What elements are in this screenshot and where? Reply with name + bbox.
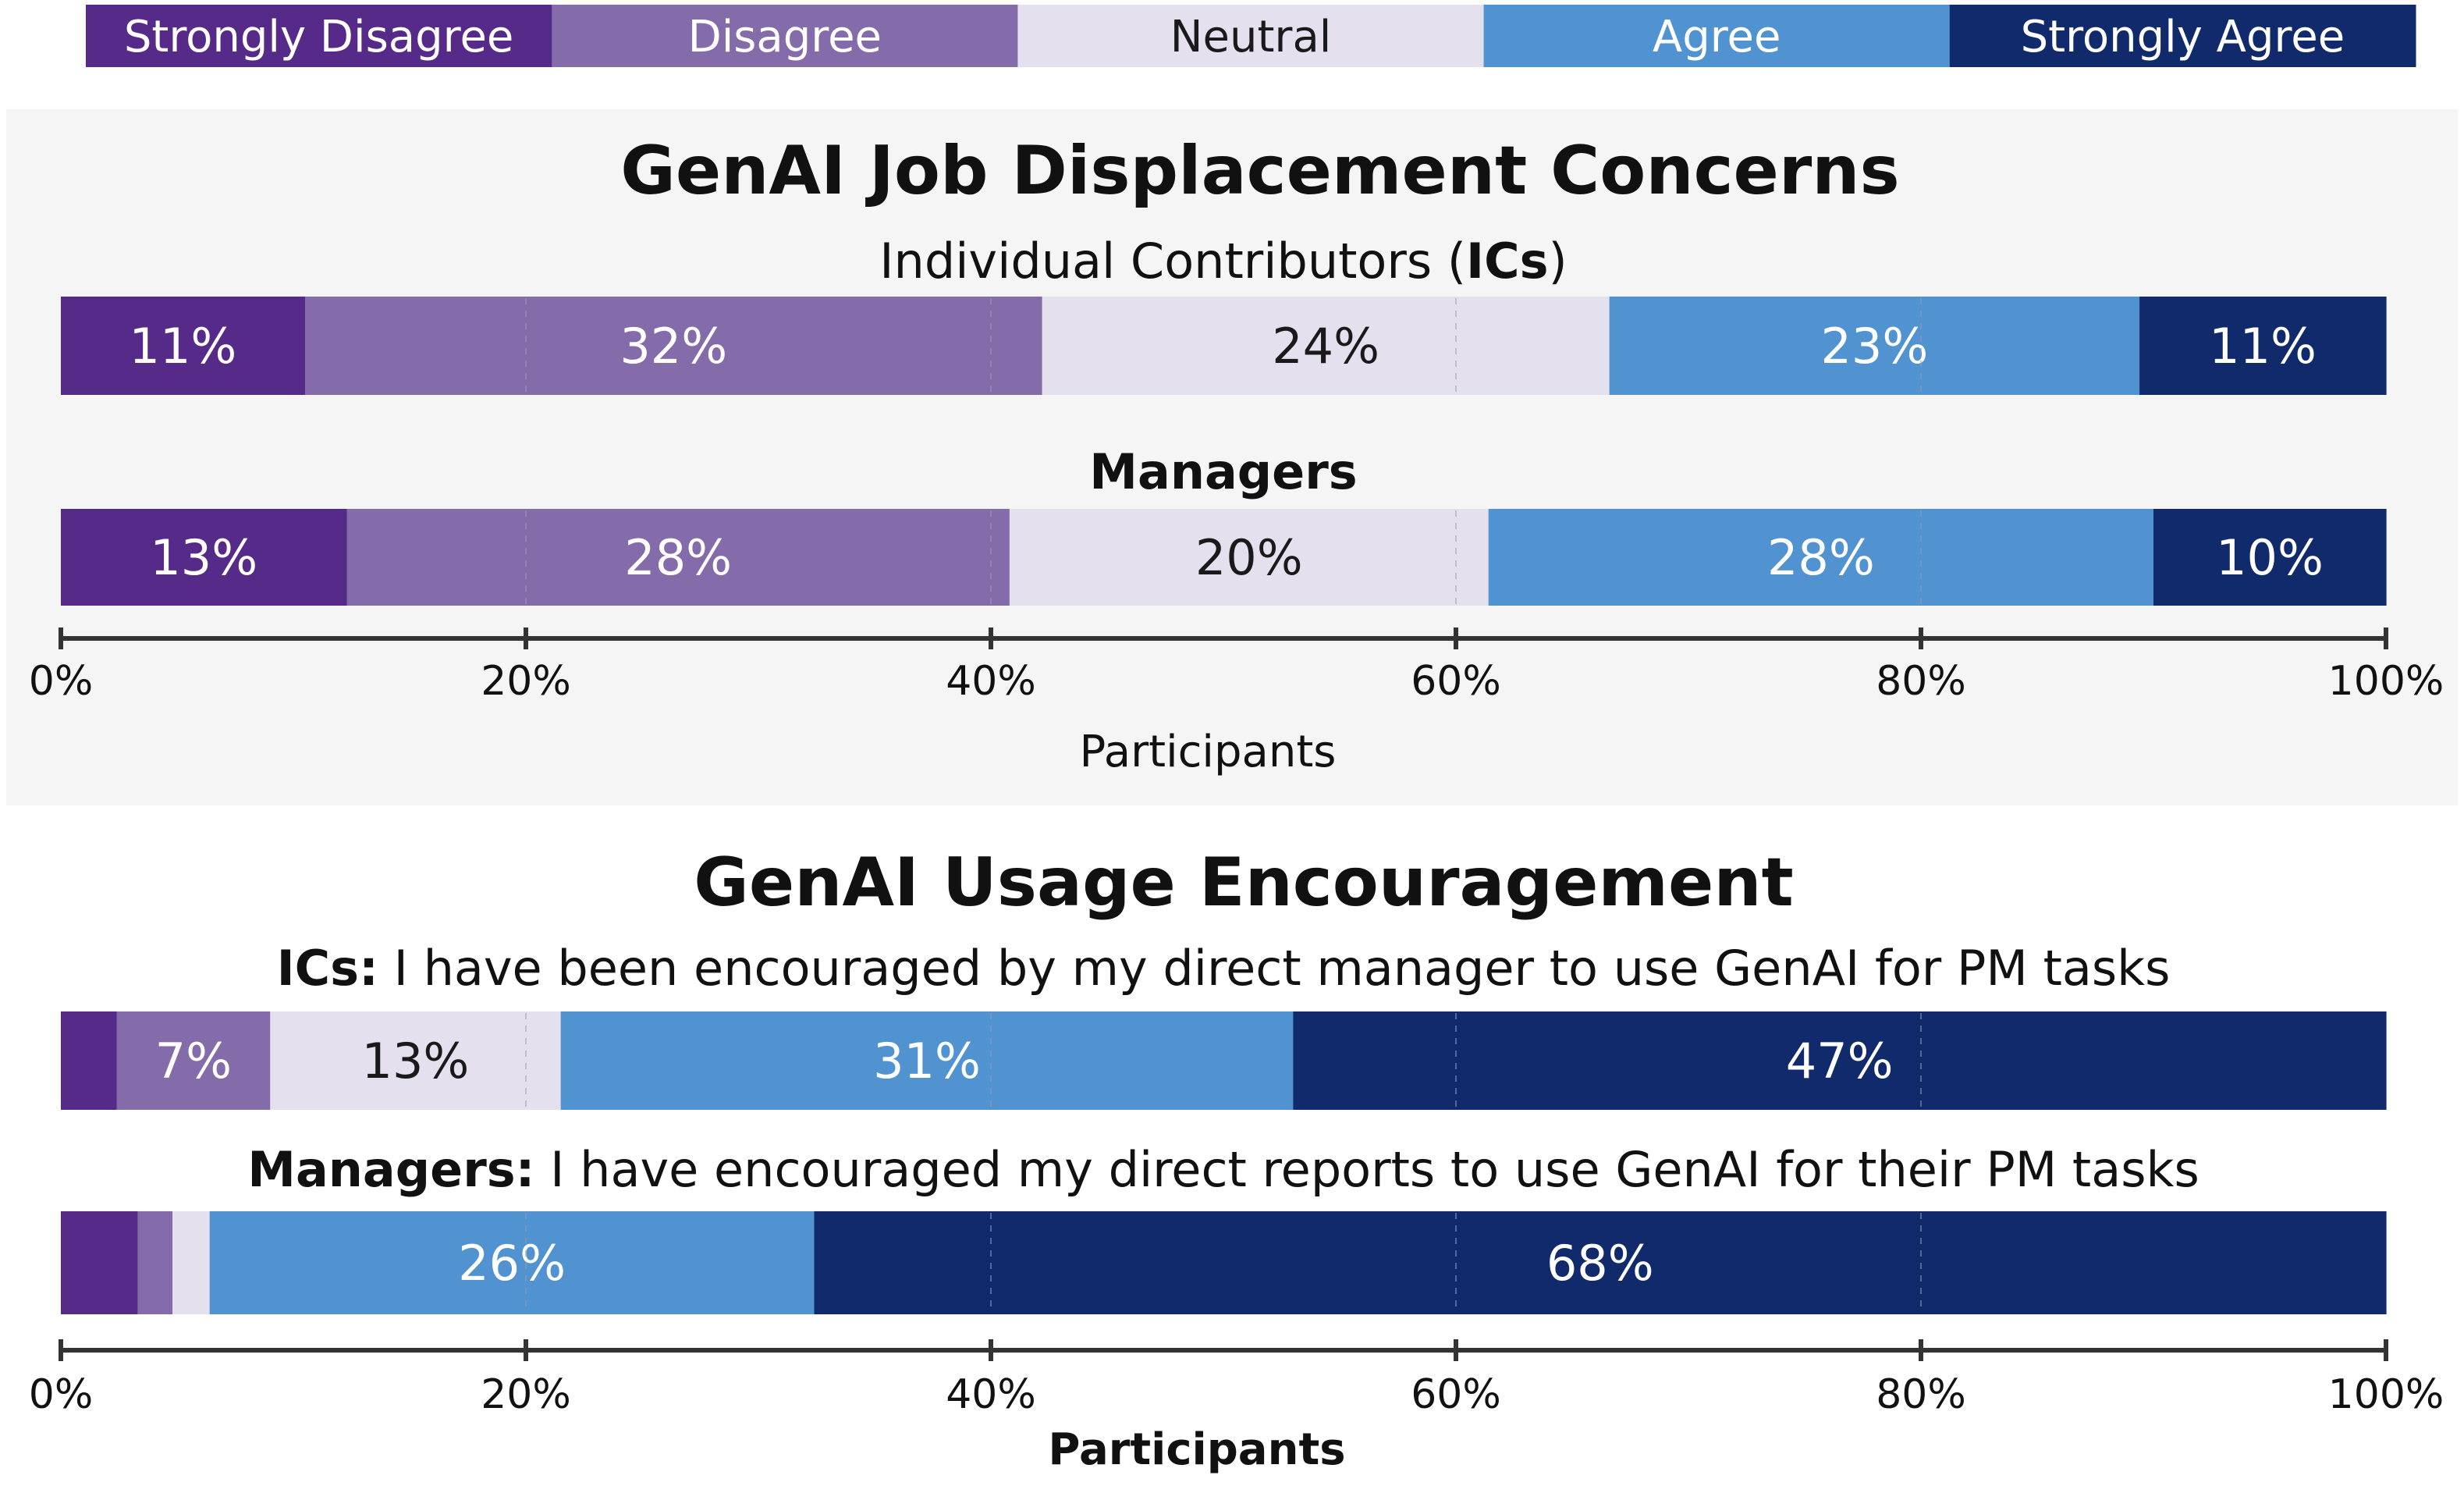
bar-segment	[346, 509, 1010, 606]
data-label: 26%	[458, 1235, 566, 1292]
data-label: 11%	[130, 318, 237, 375]
row-label: Managers	[1089, 443, 1357, 500]
x-axis-label: Participants	[1048, 1424, 1345, 1475]
bar-segment	[2153, 509, 2387, 606]
row-label: ICs: I have been encouraged by my direct…	[277, 940, 2171, 997]
legend-swatch	[1017, 5, 1485, 67]
legend-label: Neutral	[1170, 12, 1332, 62]
row-label-bold: Managers	[1089, 443, 1357, 500]
legend-swatch	[86, 5, 552, 67]
data-label: 24%	[1272, 318, 1379, 375]
data-label: 7%	[155, 1033, 232, 1090]
bar-segment	[172, 1211, 211, 1314]
tick-label: 80%	[1876, 1371, 1966, 1418]
tick-label: 80%	[1876, 658, 1966, 705]
legend-swatch	[552, 5, 1018, 67]
legend-label: Strongly Disagree	[124, 12, 514, 62]
bar-segment	[1293, 1011, 2387, 1110]
row-label-text-after: )	[1549, 233, 1568, 290]
bars: Individual Contributors (ICs) 11% 32% 24% 23…	[61, 233, 2387, 606]
data-label: 32%	[620, 318, 727, 375]
bar-segment	[61, 297, 306, 395]
row-label-text-after: I have been encouraged by my direct mana…	[378, 940, 2171, 997]
legend-swatch	[1949, 5, 2416, 67]
bars: ICs: I have been encouraged by my direct…	[61, 940, 2387, 1314]
bar-segment	[1009, 509, 1489, 606]
panel-background	[6, 109, 2458, 805]
data-label: 20%	[1195, 529, 1303, 586]
tick-label: 100%	[2328, 1371, 2444, 1418]
bar-segment	[116, 1011, 271, 1110]
bar-segment	[270, 1011, 562, 1110]
bar-segment	[137, 1211, 173, 1314]
tick-label: 40%	[946, 658, 1036, 705]
legend-swatch	[1483, 5, 1951, 67]
row-label: Managers: I have encouraged my direct re…	[247, 1141, 2199, 1198]
bar-segment	[814, 1211, 2387, 1314]
bar-segment	[1042, 297, 1610, 395]
chart-job-displacement: GenAI Job Displacement Concerns Individu…	[29, 132, 2444, 777]
x-axis: 0% 20% 40% 60% 80% 100%	[29, 627, 2444, 705]
data-label: 68%	[1546, 1235, 1654, 1292]
data-label: 13%	[150, 529, 257, 586]
data-label: 13%	[362, 1033, 470, 1090]
tick-label: 20%	[481, 1371, 571, 1418]
bar-segment	[61, 509, 348, 606]
bar-segment	[209, 1211, 815, 1314]
bar-segment	[61, 1011, 118, 1110]
tick-label: 0%	[29, 1371, 94, 1418]
tick-label: 40%	[946, 1371, 1036, 1418]
data-label: 10%	[2216, 529, 2324, 586]
tick-label: 60%	[1411, 1371, 1501, 1418]
row-label-bold: ICs	[1466, 233, 1548, 290]
tick-label: 0%	[29, 658, 94, 705]
data-label: 28%	[624, 529, 732, 586]
tick-label: 60%	[1411, 658, 1501, 705]
row-label-text-after: I have encouraged my direct reports to u…	[534, 1141, 2199, 1198]
data-label: 31%	[873, 1033, 981, 1090]
x-axis-label: Participants	[1080, 727, 1337, 777]
chart-title: GenAI Job Displacement Concerns	[620, 132, 1899, 210]
bar-segment	[560, 1011, 1294, 1110]
row-label: Individual Contributors (ICs)	[879, 233, 1567, 290]
data-label: 11%	[2209, 318, 2317, 375]
chart-usage-encouragement: GenAI Usage Encouragement ICs: I have be…	[29, 844, 2444, 1475]
tick-label: 100%	[2328, 658, 2444, 705]
row-label-bold: ICs:	[277, 940, 378, 997]
bar-segment	[61, 1211, 138, 1314]
data-label: 47%	[1786, 1033, 1894, 1090]
chart-title: GenAI Usage Encouragement	[694, 844, 1793, 922]
legend: Strongly Disagree Disagree Neutral Agree Str…	[86, 5, 2416, 67]
row-label-text: Individual Contributors (	[879, 233, 1466, 290]
x-axis: 0% 20% 40% 60% 80% 100%	[29, 1339, 2444, 1418]
bar-segment	[1488, 509, 2154, 606]
legend-label: Strongly Agree	[2021, 12, 2345, 62]
data-label: 28%	[1767, 529, 1875, 586]
legend-label: Disagree	[688, 12, 882, 62]
row-label-bold: Managers:	[247, 1141, 534, 1198]
bar-segment	[304, 297, 1043, 395]
tick-label: 20%	[481, 658, 571, 705]
legend-label: Agree	[1653, 12, 1781, 62]
bar-segment	[1609, 297, 2140, 395]
bar-segment	[2139, 297, 2387, 395]
data-label: 23%	[1820, 318, 1928, 375]
